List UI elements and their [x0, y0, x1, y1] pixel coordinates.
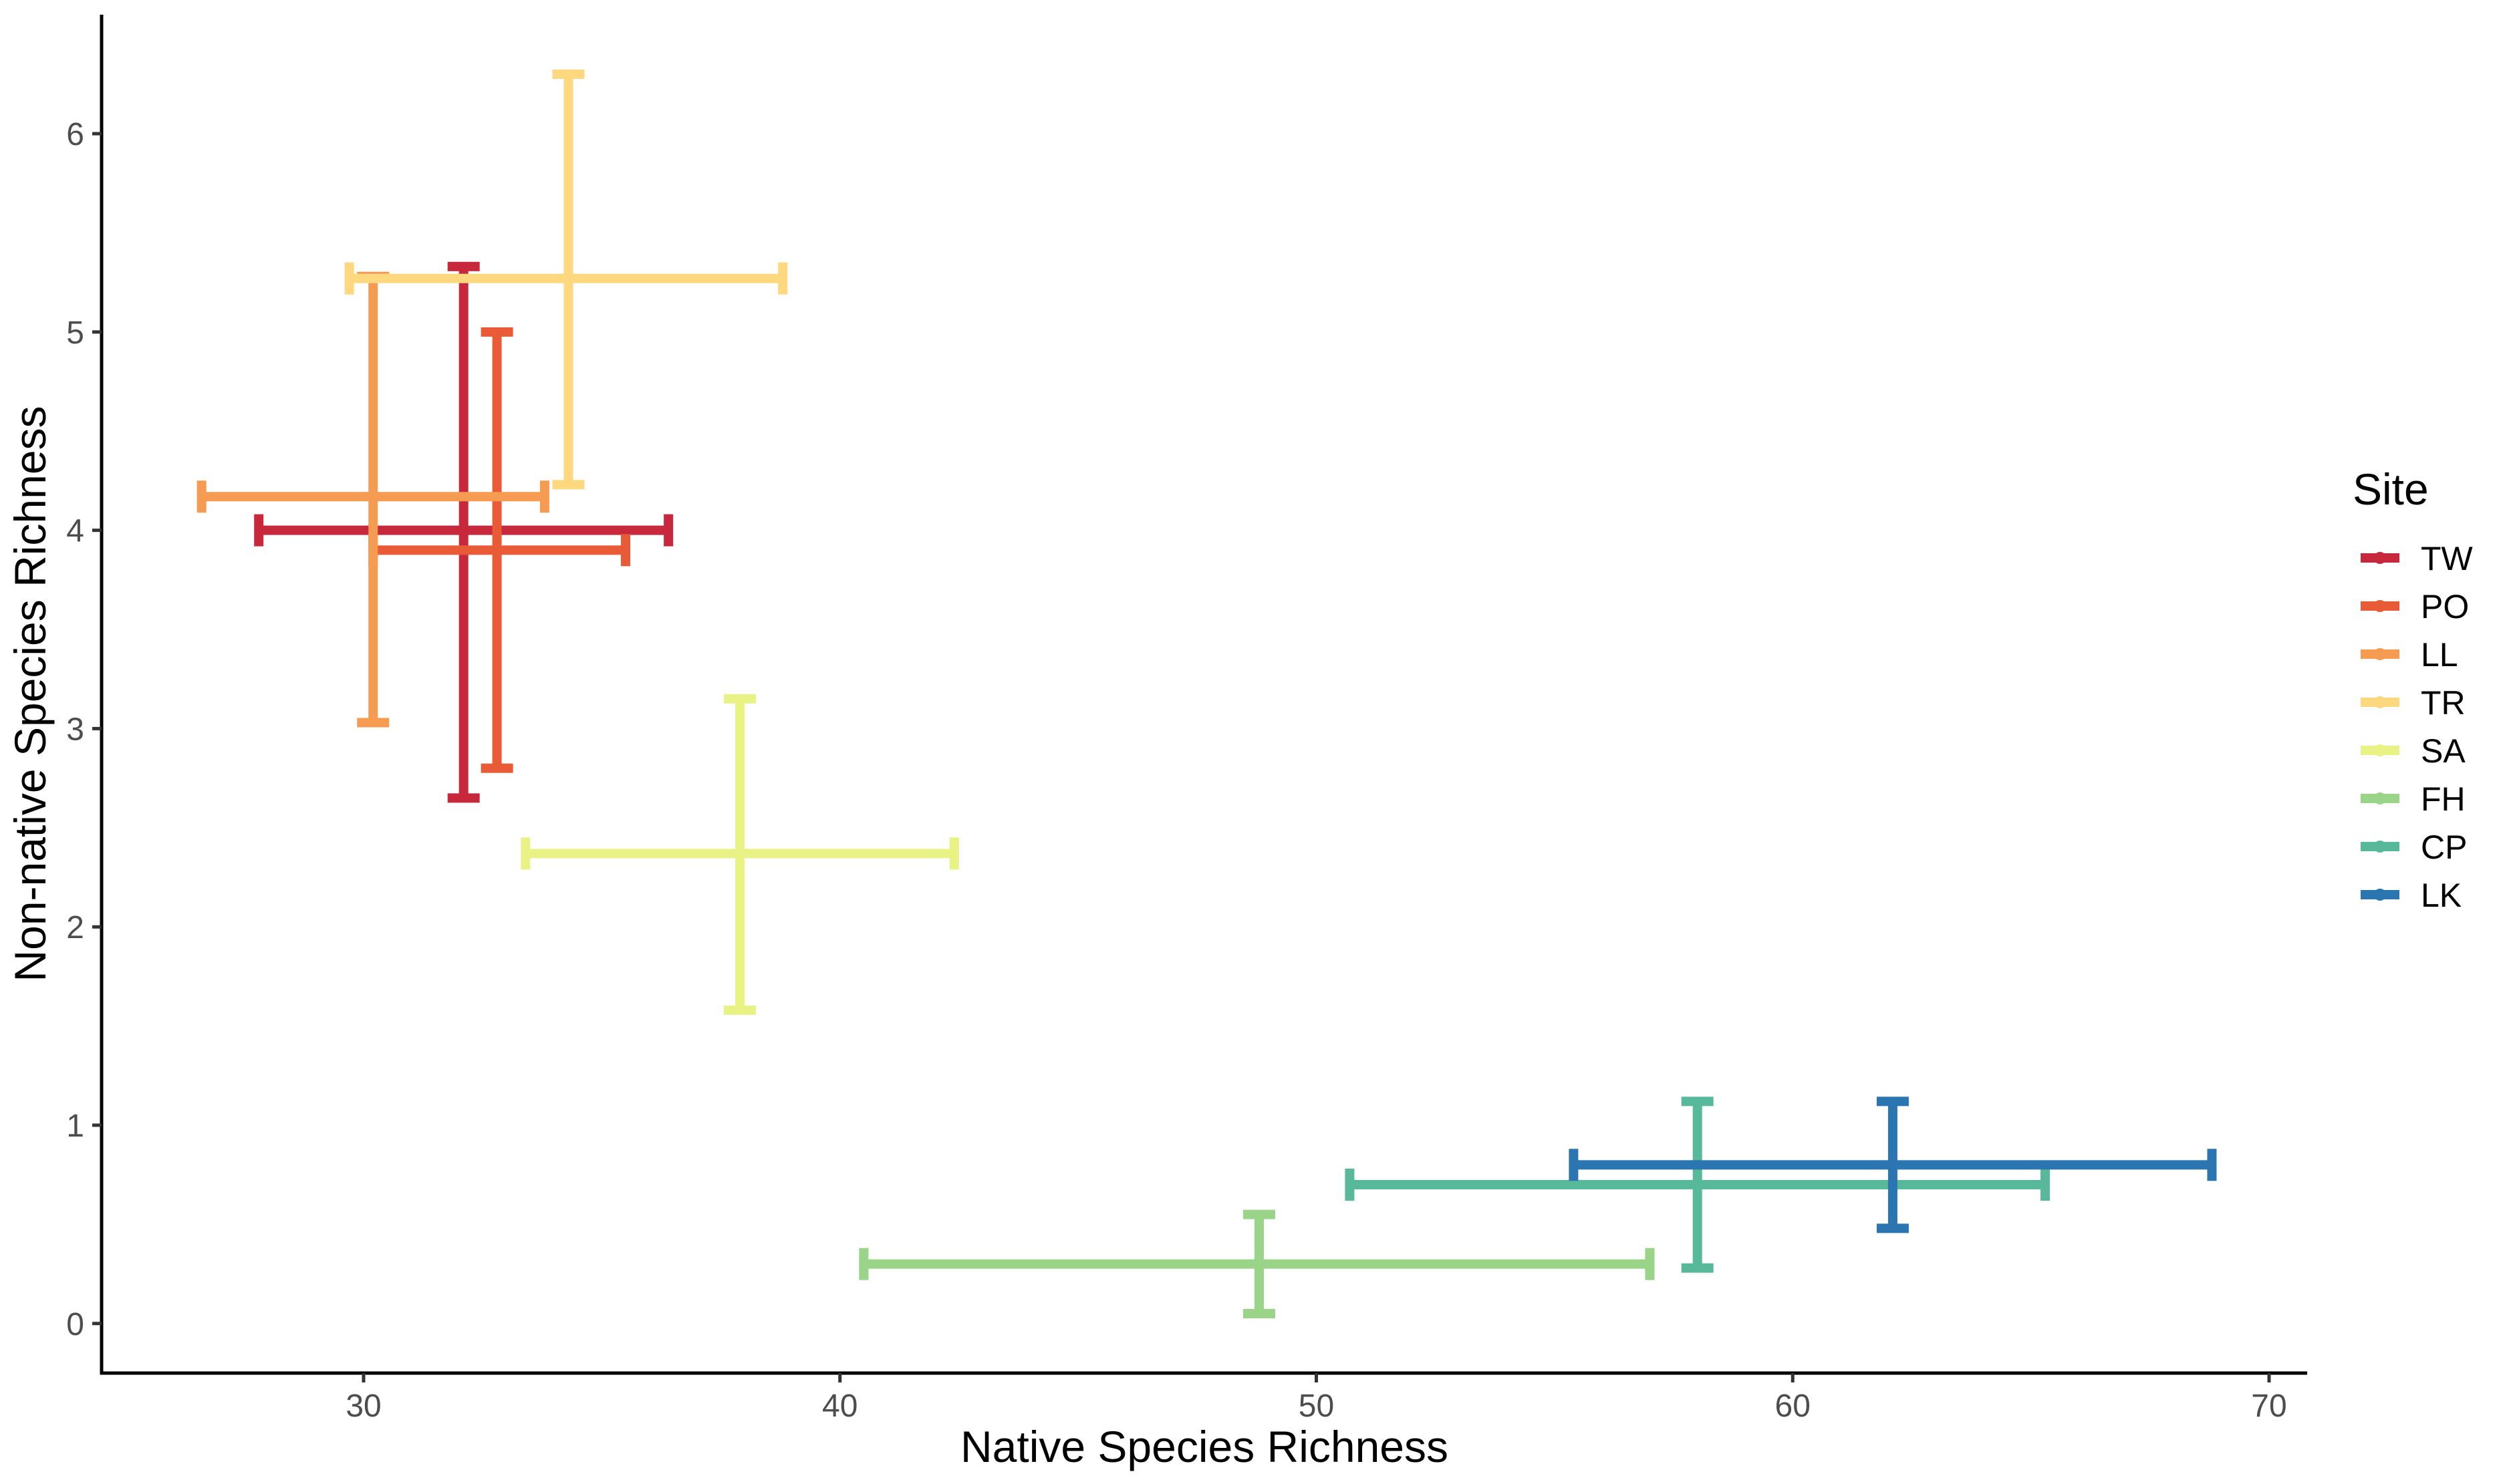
y-tick-label: 0 [66, 1307, 84, 1342]
y-tick-label: 3 [66, 712, 84, 747]
legend-label-SA: SA [2421, 732, 2466, 770]
errorbar-TR [344, 69, 788, 490]
legend-key-point-PO [2374, 600, 2386, 612]
legend-label-CP: CP [2421, 829, 2467, 866]
legend-label-LL: LL [2421, 636, 2458, 674]
legend-key-point-FH [2374, 792, 2386, 804]
y-tick-label: 1 [66, 1108, 84, 1144]
legend-label-PO: PO [2421, 588, 2469, 625]
y-tick-label: 4 [66, 514, 84, 549]
legend-key-point-LL [2374, 648, 2386, 660]
legend-label-FH: FH [2421, 780, 2466, 818]
legend-key-point-TR [2374, 696, 2386, 708]
errorbar-PO [368, 327, 631, 773]
legend-key-point-LK [2374, 889, 2386, 901]
x-tick-label: 70 [2251, 1388, 2286, 1424]
y-tick-label: 5 [66, 315, 84, 351]
legend-title: Site [2353, 464, 2429, 514]
errorbar-SA [521, 694, 959, 1015]
legend-label-TR: TR [2421, 684, 2466, 722]
x-tick-label: 40 [822, 1388, 858, 1424]
y-axis-title: Non-native Species Richness [5, 406, 55, 982]
x-tick-label: 50 [1299, 1388, 1334, 1424]
legend-label-TW: TW [2421, 540, 2474, 577]
x-tick-label: 30 [346, 1388, 381, 1424]
plot-area [196, 69, 2217, 1318]
legend-key-point-TW [2374, 552, 2386, 564]
x-axis-title: Native Species Richness [960, 1422, 1448, 1471]
errorbar-LK [1569, 1096, 2217, 1233]
legend-label-LK: LK [2421, 877, 2462, 914]
errorbar-CP [1345, 1096, 2050, 1273]
errorbar-FH [859, 1209, 1655, 1318]
legend-key-point-CP [2374, 841, 2386, 853]
legend-key-point-SA [2374, 744, 2386, 756]
y-tick-label: 2 [66, 910, 84, 945]
y-tick-label: 6 [66, 117, 84, 152]
x-tick-label: 60 [1775, 1388, 1811, 1424]
axes: 30 40 50 60 70 0 1 2 3 4 5 6 [66, 15, 2307, 1424]
legend: Site TW PO LL TR SA FH CP LK [2353, 464, 2474, 914]
errorbar-TW [254, 261, 674, 803]
